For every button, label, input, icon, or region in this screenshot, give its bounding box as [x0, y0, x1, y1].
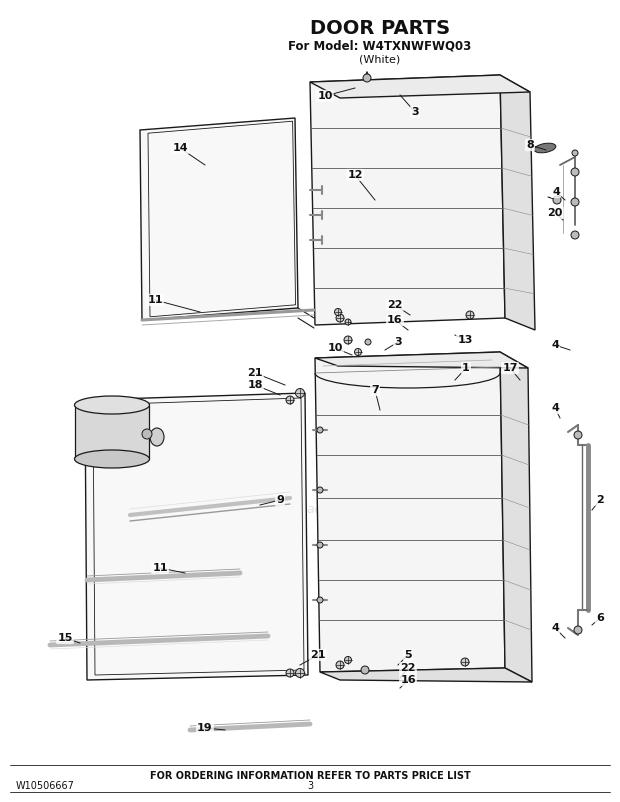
Circle shape	[365, 339, 371, 345]
Text: 4: 4	[551, 403, 559, 413]
Circle shape	[466, 311, 474, 319]
Text: 9: 9	[276, 495, 284, 505]
Text: 5: 5	[404, 650, 412, 660]
Text: For Model: W4TXNWFWQ03: For Model: W4TXNWFWQ03	[288, 39, 472, 52]
Polygon shape	[310, 75, 530, 98]
Circle shape	[344, 336, 352, 344]
Polygon shape	[315, 352, 505, 672]
Text: 21: 21	[247, 368, 263, 378]
Ellipse shape	[74, 396, 149, 414]
Text: 3: 3	[411, 107, 419, 117]
Circle shape	[355, 349, 361, 355]
Text: 4: 4	[551, 623, 559, 633]
Text: 13: 13	[458, 335, 472, 345]
Text: 12: 12	[347, 170, 363, 180]
Ellipse shape	[534, 144, 556, 153]
Ellipse shape	[74, 450, 149, 468]
Circle shape	[317, 487, 323, 493]
Circle shape	[317, 597, 323, 603]
Circle shape	[571, 231, 579, 239]
Ellipse shape	[150, 428, 164, 446]
Text: 16: 16	[400, 675, 416, 685]
Text: FOR ORDERING INFORMATION REFER TO PARTS PRICE LIST: FOR ORDERING INFORMATION REFER TO PARTS …	[149, 771, 471, 781]
Text: 4: 4	[551, 340, 559, 350]
Text: 3: 3	[307, 781, 313, 791]
Text: DOOR PARTS: DOOR PARTS	[310, 18, 450, 38]
Circle shape	[574, 431, 582, 439]
Polygon shape	[310, 75, 505, 325]
Polygon shape	[320, 668, 532, 682]
Circle shape	[335, 309, 342, 315]
Circle shape	[361, 666, 369, 674]
Circle shape	[363, 74, 371, 82]
Text: 18: 18	[247, 380, 263, 390]
Circle shape	[345, 657, 352, 663]
Circle shape	[286, 396, 294, 404]
Circle shape	[461, 658, 469, 666]
Text: 6: 6	[596, 613, 604, 623]
Text: 20: 20	[547, 208, 563, 218]
Text: 22: 22	[388, 300, 403, 310]
Circle shape	[286, 669, 294, 677]
Circle shape	[336, 661, 344, 669]
Circle shape	[142, 429, 152, 439]
Polygon shape	[500, 75, 535, 330]
Circle shape	[574, 626, 582, 634]
Text: 7: 7	[371, 385, 379, 395]
Text: 11: 11	[148, 295, 162, 305]
Polygon shape	[85, 393, 308, 680]
Text: 15: 15	[57, 633, 73, 643]
Circle shape	[572, 150, 578, 156]
Text: 16: 16	[387, 315, 403, 325]
Circle shape	[317, 427, 323, 433]
Circle shape	[571, 168, 579, 176]
Circle shape	[336, 314, 344, 322]
Text: (White): (White)	[360, 55, 401, 65]
Text: 19: 19	[197, 723, 213, 733]
Polygon shape	[315, 352, 528, 368]
Polygon shape	[140, 118, 298, 320]
Text: 21: 21	[310, 650, 326, 660]
Text: W10506667: W10506667	[16, 781, 74, 791]
Text: 10: 10	[327, 343, 343, 353]
Text: 8: 8	[526, 140, 534, 150]
Circle shape	[317, 542, 323, 548]
Polygon shape	[75, 405, 149, 459]
Text: 4: 4	[552, 187, 560, 197]
Text: 11: 11	[153, 563, 168, 573]
Text: ereplacementparts.com: ereplacementparts.com	[275, 504, 425, 516]
Text: 10: 10	[317, 91, 333, 101]
Circle shape	[345, 319, 351, 325]
Text: 2: 2	[596, 495, 604, 505]
Circle shape	[296, 388, 304, 398]
Circle shape	[296, 669, 304, 678]
Circle shape	[571, 198, 579, 206]
Circle shape	[553, 196, 561, 204]
Text: 1: 1	[462, 363, 470, 373]
Text: 3: 3	[394, 337, 402, 347]
Polygon shape	[500, 352, 532, 682]
Text: 14: 14	[172, 143, 188, 153]
Text: 22: 22	[401, 663, 416, 673]
Text: 17: 17	[502, 363, 518, 373]
